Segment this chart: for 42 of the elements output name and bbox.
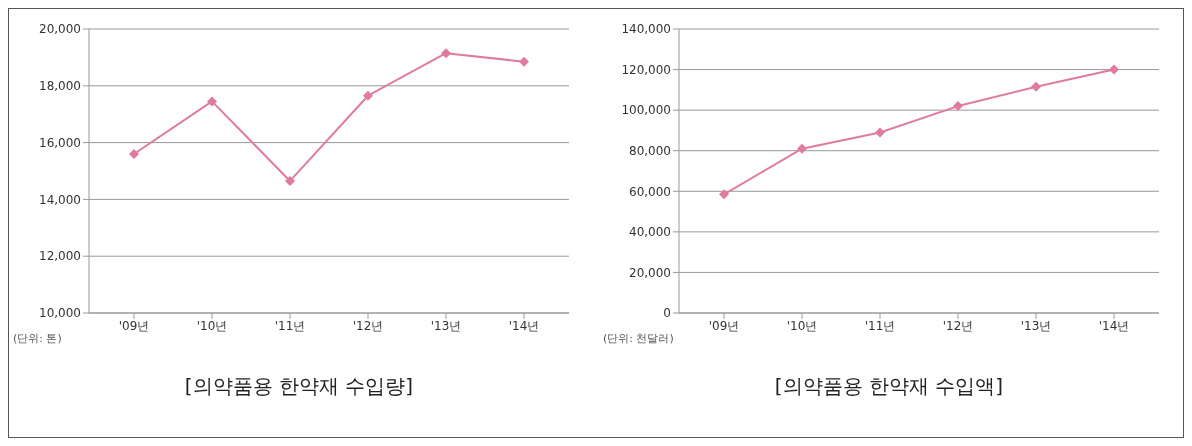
x-tick-label: '14년	[1098, 318, 1130, 333]
y-tick-label: 14,000	[39, 192, 81, 207]
x-tick-label: '09년	[708, 318, 740, 333]
x-tick-label: '10년	[196, 318, 228, 333]
x-tick-label: '10년	[786, 318, 818, 333]
y-tick-label: 80,000	[629, 143, 671, 158]
x-tick-label: '12년	[352, 318, 384, 333]
y-tick-label: 20,000	[39, 22, 81, 37]
x-tick-label: '13년	[430, 318, 462, 333]
point	[875, 127, 885, 138]
text: [의약품용 한약재 수입량]	[183, 373, 415, 400]
y-tick-label: 16,000	[39, 135, 81, 150]
point	[1031, 81, 1041, 92]
point	[129, 148, 139, 159]
x-tick-label: '11년	[274, 318, 306, 333]
point	[719, 189, 729, 200]
x-tick-label: '14년	[508, 318, 540, 333]
y-tick-label: 40,000	[629, 225, 671, 240]
y-tick-label: 20,000	[629, 265, 671, 280]
point	[1109, 64, 1119, 75]
point	[953, 101, 963, 112]
point	[519, 56, 529, 67]
y-tick-label: 140,000	[621, 22, 671, 37]
x-tick-label: '09년	[118, 318, 150, 333]
y-tick-label: 60,000	[629, 184, 671, 199]
y-tick-label: 12,000	[39, 249, 81, 264]
x-tick-label: '12년	[942, 318, 974, 333]
y-tick-label: 10,000	[39, 306, 81, 321]
point	[207, 96, 217, 107]
text: (단위: 톤)	[13, 331, 62, 346]
y-tick-label: 18,000	[39, 79, 81, 94]
y-tick-label: 100,000	[621, 103, 671, 118]
y-tick-label: 120,000	[621, 62, 671, 77]
text: [의약품용 한약재 수입액]	[773, 373, 1005, 400]
y-tick-label: 0	[663, 306, 671, 321]
point	[441, 48, 451, 59]
point	[797, 143, 807, 154]
x-tick-label: '11년	[864, 318, 896, 333]
text: (단위: 천달러)	[603, 331, 674, 346]
point	[363, 90, 373, 101]
x-tick-label: '13년	[1020, 318, 1052, 333]
point	[285, 175, 295, 186]
